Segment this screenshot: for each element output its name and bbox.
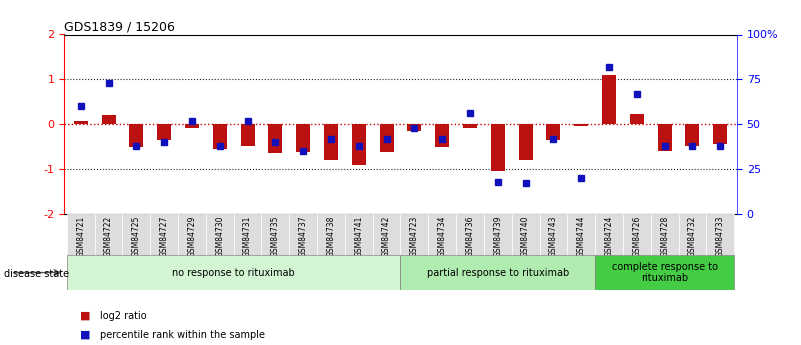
Bar bbox=[408, 124, 421, 131]
Text: GSM84721: GSM84721 bbox=[76, 216, 85, 257]
Bar bbox=[268, 124, 282, 153]
Bar bbox=[400, 255, 595, 290]
Bar bbox=[74, 121, 88, 124]
Text: ■: ■ bbox=[80, 330, 91, 339]
Bar bbox=[456, 214, 484, 255]
Text: GSM84743: GSM84743 bbox=[549, 216, 558, 257]
Text: percentile rank within the sample: percentile rank within the sample bbox=[100, 330, 265, 339]
Bar bbox=[713, 124, 727, 144]
Bar bbox=[623, 214, 650, 255]
Text: GSM84744: GSM84744 bbox=[577, 216, 586, 257]
Bar bbox=[324, 124, 338, 160]
Bar bbox=[540, 214, 567, 255]
Bar bbox=[130, 124, 143, 147]
Bar bbox=[123, 214, 151, 255]
Text: no response to rituximab: no response to rituximab bbox=[172, 268, 295, 277]
Bar bbox=[678, 214, 706, 255]
Bar bbox=[630, 114, 644, 124]
Bar bbox=[595, 214, 623, 255]
Text: GSM84729: GSM84729 bbox=[187, 216, 196, 257]
Text: GSM84728: GSM84728 bbox=[660, 216, 669, 257]
Bar bbox=[345, 214, 372, 255]
Bar bbox=[157, 124, 171, 140]
Bar bbox=[296, 124, 310, 152]
Bar bbox=[352, 124, 366, 165]
Text: GSM84737: GSM84737 bbox=[299, 216, 308, 257]
Text: GSM84726: GSM84726 bbox=[632, 216, 642, 257]
Text: GSM84740: GSM84740 bbox=[521, 216, 530, 257]
Bar bbox=[151, 214, 178, 255]
Bar bbox=[595, 255, 735, 290]
Bar bbox=[429, 214, 456, 255]
Bar bbox=[567, 214, 595, 255]
Bar bbox=[435, 124, 449, 147]
Bar bbox=[317, 214, 345, 255]
Text: complete response to
rituximab: complete response to rituximab bbox=[612, 262, 718, 283]
Bar bbox=[574, 124, 588, 126]
Text: GSM84741: GSM84741 bbox=[354, 216, 364, 257]
Text: GSM84725: GSM84725 bbox=[132, 216, 141, 257]
Bar bbox=[512, 214, 540, 255]
Bar bbox=[95, 214, 123, 255]
Bar bbox=[546, 124, 561, 140]
Text: GSM84742: GSM84742 bbox=[382, 216, 391, 257]
Bar bbox=[686, 124, 699, 146]
Text: GSM84738: GSM84738 bbox=[327, 216, 336, 257]
Text: partial response to rituximab: partial response to rituximab bbox=[427, 268, 569, 277]
Text: log2 ratio: log2 ratio bbox=[100, 311, 147, 321]
Bar bbox=[519, 124, 533, 160]
Bar bbox=[240, 124, 255, 146]
Bar bbox=[66, 214, 95, 255]
Text: GSM84736: GSM84736 bbox=[465, 216, 474, 257]
Bar bbox=[602, 75, 616, 124]
Text: GSM84731: GSM84731 bbox=[243, 216, 252, 257]
Text: GDS1839 / 15206: GDS1839 / 15206 bbox=[64, 20, 175, 33]
Text: GSM84739: GSM84739 bbox=[493, 216, 502, 257]
Bar bbox=[658, 124, 671, 151]
Text: GSM84733: GSM84733 bbox=[716, 216, 725, 257]
Bar bbox=[102, 115, 115, 124]
Bar bbox=[372, 214, 400, 255]
Bar bbox=[185, 124, 199, 128]
Bar bbox=[261, 214, 289, 255]
Bar bbox=[289, 214, 317, 255]
Bar bbox=[400, 214, 429, 255]
Bar bbox=[706, 214, 735, 255]
Bar bbox=[234, 214, 261, 255]
Text: GSM84734: GSM84734 bbox=[437, 216, 447, 257]
Text: ■: ■ bbox=[80, 311, 91, 321]
Text: disease state: disease state bbox=[4, 269, 69, 279]
Bar bbox=[213, 124, 227, 149]
Text: GSM84732: GSM84732 bbox=[688, 216, 697, 257]
Bar bbox=[463, 124, 477, 128]
Bar bbox=[380, 124, 393, 152]
Text: GSM84730: GSM84730 bbox=[215, 216, 224, 257]
Bar bbox=[650, 214, 678, 255]
Text: GSM84735: GSM84735 bbox=[271, 216, 280, 257]
Text: GSM84724: GSM84724 bbox=[605, 216, 614, 257]
Bar bbox=[66, 255, 400, 290]
Bar bbox=[206, 214, 234, 255]
Text: GSM84722: GSM84722 bbox=[104, 216, 113, 257]
Text: GSM84727: GSM84727 bbox=[159, 216, 169, 257]
Bar bbox=[178, 214, 206, 255]
Bar bbox=[484, 214, 512, 255]
Bar bbox=[491, 124, 505, 171]
Text: GSM84723: GSM84723 bbox=[410, 216, 419, 257]
